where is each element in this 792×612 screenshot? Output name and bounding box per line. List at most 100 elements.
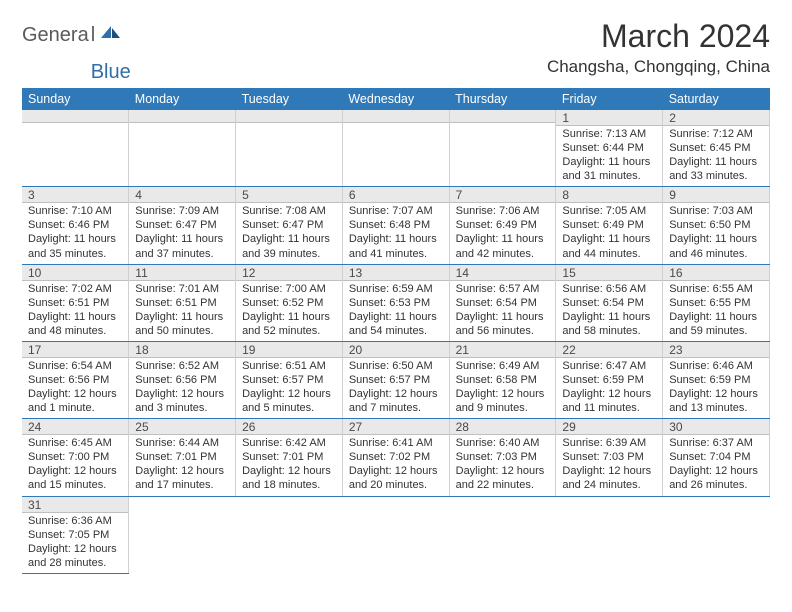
day-info: Sunrise: 6:41 AMSunset: 7:02 PMDaylight:… bbox=[349, 436, 443, 492]
calendar-week-row: 31Sunrise: 6:36 AMSunset: 7:05 PMDayligh… bbox=[22, 496, 770, 573]
weekday-header: Friday bbox=[556, 88, 663, 110]
calendar-body: 1Sunrise: 7:13 AMSunset: 6:44 PMDaylight… bbox=[22, 110, 770, 573]
day-info: Sunrise: 6:59 AMSunset: 6:53 PMDaylight:… bbox=[349, 282, 443, 338]
day-number: 4 bbox=[129, 187, 235, 203]
daylight-text: Daylight: 12 hours and 15 minutes. bbox=[28, 464, 122, 492]
day-number: 1 bbox=[556, 110, 662, 126]
title-block: March 2024 Changsha, Chongqing, China bbox=[547, 18, 770, 77]
sunset-text: Sunset: 7:03 PM bbox=[456, 450, 550, 464]
calendar-day-cell: 26Sunrise: 6:42 AMSunset: 7:01 PMDayligh… bbox=[236, 419, 343, 496]
day-info: Sunrise: 6:39 AMSunset: 7:03 PMDaylight:… bbox=[562, 436, 656, 492]
daylight-text: Daylight: 12 hours and 22 minutes. bbox=[456, 464, 550, 492]
daylight-text: Daylight: 11 hours and 35 minutes. bbox=[28, 232, 122, 260]
calendar-day-cell bbox=[236, 110, 343, 187]
calendar-day-cell: 17Sunrise: 6:54 AMSunset: 6:56 PMDayligh… bbox=[22, 341, 129, 418]
daylight-text: Daylight: 11 hours and 48 minutes. bbox=[28, 310, 122, 338]
weekday-header: Sunday bbox=[22, 88, 129, 110]
sunrise-text: Sunrise: 7:09 AM bbox=[135, 204, 229, 218]
day-number: 27 bbox=[343, 419, 449, 435]
sunrise-text: Sunrise: 7:06 AM bbox=[456, 204, 550, 218]
calendar-day-cell: 12Sunrise: 7:00 AMSunset: 6:52 PMDayligh… bbox=[236, 264, 343, 341]
sunset-text: Sunset: 6:44 PM bbox=[562, 141, 656, 155]
day-number: 17 bbox=[22, 342, 128, 358]
calendar-day-cell: 29Sunrise: 6:39 AMSunset: 7:03 PMDayligh… bbox=[556, 419, 663, 496]
calendar-day-cell: 9Sunrise: 7:03 AMSunset: 6:50 PMDaylight… bbox=[663, 187, 770, 264]
sunrise-text: Sunrise: 6:52 AM bbox=[135, 359, 229, 373]
calendar-day-cell: 10Sunrise: 7:02 AMSunset: 6:51 PMDayligh… bbox=[22, 264, 129, 341]
sunrise-text: Sunrise: 7:13 AM bbox=[562, 127, 656, 141]
calendar-day-cell bbox=[236, 496, 343, 573]
daylight-text: Daylight: 11 hours and 56 minutes. bbox=[456, 310, 550, 338]
day-number: 13 bbox=[343, 265, 449, 281]
day-number: 30 bbox=[663, 419, 769, 435]
weekday-header: Tuesday bbox=[236, 88, 343, 110]
sunset-text: Sunset: 6:59 PM bbox=[669, 373, 763, 387]
location: Changsha, Chongqing, China bbox=[547, 57, 770, 77]
sunrise-text: Sunrise: 6:41 AM bbox=[349, 436, 443, 450]
sunset-text: Sunset: 7:03 PM bbox=[562, 450, 656, 464]
calendar-day-cell: 5Sunrise: 7:08 AMSunset: 6:47 PMDaylight… bbox=[236, 187, 343, 264]
calendar-day-cell bbox=[129, 496, 236, 573]
sunrise-text: Sunrise: 6:40 AM bbox=[456, 436, 550, 450]
daylight-text: Daylight: 11 hours and 39 minutes. bbox=[242, 232, 336, 260]
day-number: 3 bbox=[22, 187, 128, 203]
day-number: 22 bbox=[556, 342, 662, 358]
day-info: Sunrise: 7:13 AMSunset: 6:44 PMDaylight:… bbox=[562, 127, 656, 183]
day-number: 2 bbox=[663, 110, 769, 126]
day-number: 20 bbox=[343, 342, 449, 358]
day-info: Sunrise: 6:49 AMSunset: 6:58 PMDaylight:… bbox=[456, 359, 550, 415]
sunset-text: Sunset: 6:51 PM bbox=[135, 296, 229, 310]
daylight-text: Daylight: 11 hours and 52 minutes. bbox=[242, 310, 336, 338]
sunrise-text: Sunrise: 7:01 AM bbox=[135, 282, 229, 296]
day-info: Sunrise: 6:56 AMSunset: 6:54 PMDaylight:… bbox=[562, 282, 656, 338]
calendar-day-cell: 21Sunrise: 6:49 AMSunset: 6:58 PMDayligh… bbox=[449, 341, 556, 418]
calendar-day-cell: 1Sunrise: 7:13 AMSunset: 6:44 PMDaylight… bbox=[556, 110, 663, 187]
day-info: Sunrise: 6:37 AMSunset: 7:04 PMDaylight:… bbox=[669, 436, 763, 492]
logo-text-general: Genera bbox=[22, 24, 89, 47]
sunset-text: Sunset: 7:01 PM bbox=[135, 450, 229, 464]
day-number: 28 bbox=[450, 419, 556, 435]
day-info: Sunrise: 6:36 AMSunset: 7:05 PMDaylight:… bbox=[28, 514, 122, 570]
calendar-day-cell: 11Sunrise: 7:01 AMSunset: 6:51 PMDayligh… bbox=[129, 264, 236, 341]
weekday-header: Saturday bbox=[663, 88, 770, 110]
logo-text-blue: Blue bbox=[91, 61, 131, 84]
daylight-text: Daylight: 12 hours and 20 minutes. bbox=[349, 464, 443, 492]
sunrise-text: Sunrise: 7:07 AM bbox=[349, 204, 443, 218]
sail-icon bbox=[99, 24, 121, 47]
day-info: Sunrise: 6:55 AMSunset: 6:55 PMDaylight:… bbox=[669, 282, 763, 338]
calendar-day-cell: 20Sunrise: 6:50 AMSunset: 6:57 PMDayligh… bbox=[342, 341, 449, 418]
sunrise-text: Sunrise: 7:02 AM bbox=[28, 282, 122, 296]
daylight-text: Daylight: 11 hours and 50 minutes. bbox=[135, 310, 229, 338]
calendar-day-cell bbox=[22, 110, 129, 187]
daylight-text: Daylight: 12 hours and 17 minutes. bbox=[135, 464, 229, 492]
day-info: Sunrise: 7:03 AMSunset: 6:50 PMDaylight:… bbox=[669, 204, 763, 260]
day-info: Sunrise: 7:10 AMSunset: 6:46 PMDaylight:… bbox=[28, 204, 122, 260]
daylight-text: Daylight: 12 hours and 24 minutes. bbox=[562, 464, 656, 492]
sunrise-text: Sunrise: 6:37 AM bbox=[669, 436, 763, 450]
calendar-day-cell: 30Sunrise: 6:37 AMSunset: 7:04 PMDayligh… bbox=[663, 419, 770, 496]
calendar-day-cell: 16Sunrise: 6:55 AMSunset: 6:55 PMDayligh… bbox=[663, 264, 770, 341]
sunset-text: Sunset: 6:53 PM bbox=[349, 296, 443, 310]
daylight-text: Daylight: 12 hours and 5 minutes. bbox=[242, 387, 336, 415]
calendar-day-cell: 13Sunrise: 6:59 AMSunset: 6:53 PMDayligh… bbox=[342, 264, 449, 341]
day-number: 5 bbox=[236, 187, 342, 203]
calendar-table: SundayMondayTuesdayWednesdayThursdayFrid… bbox=[22, 88, 770, 574]
sunset-text: Sunset: 6:49 PM bbox=[562, 218, 656, 232]
daylight-text: Daylight: 11 hours and 42 minutes. bbox=[456, 232, 550, 260]
day-number: 19 bbox=[236, 342, 342, 358]
calendar-day-cell: 7Sunrise: 7:06 AMSunset: 6:49 PMDaylight… bbox=[449, 187, 556, 264]
weekday-header-row: SundayMondayTuesdayWednesdayThursdayFrid… bbox=[22, 88, 770, 110]
day-info: Sunrise: 6:46 AMSunset: 6:59 PMDaylight:… bbox=[669, 359, 763, 415]
daylight-text: Daylight: 11 hours and 33 minutes. bbox=[669, 155, 763, 183]
day-info: Sunrise: 7:05 AMSunset: 6:49 PMDaylight:… bbox=[562, 204, 656, 260]
day-info: Sunrise: 6:44 AMSunset: 7:01 PMDaylight:… bbox=[135, 436, 229, 492]
day-number: 31 bbox=[22, 497, 128, 513]
sunset-text: Sunset: 6:50 PM bbox=[669, 218, 763, 232]
month-title: March 2024 bbox=[547, 18, 770, 55]
sunset-text: Sunset: 7:02 PM bbox=[349, 450, 443, 464]
daylight-text: Daylight: 11 hours and 46 minutes. bbox=[669, 232, 763, 260]
calendar-day-cell: 2Sunrise: 7:12 AMSunset: 6:45 PMDaylight… bbox=[663, 110, 770, 187]
calendar-day-cell bbox=[449, 110, 556, 187]
calendar-day-cell: 18Sunrise: 6:52 AMSunset: 6:56 PMDayligh… bbox=[129, 341, 236, 418]
day-info: Sunrise: 6:47 AMSunset: 6:59 PMDaylight:… bbox=[562, 359, 656, 415]
